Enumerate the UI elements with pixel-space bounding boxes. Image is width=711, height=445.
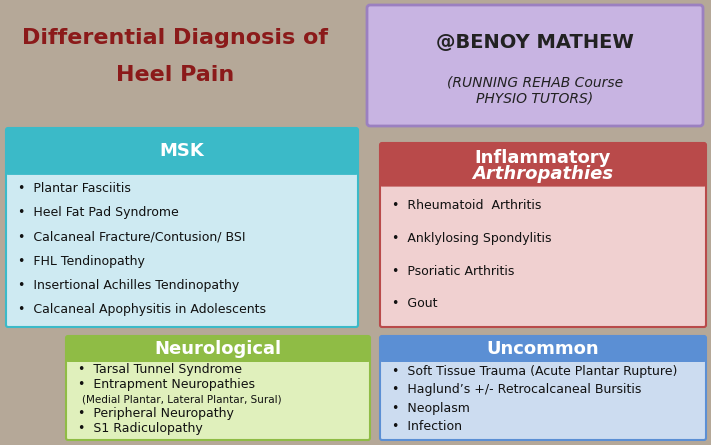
Text: •  Gout: • Gout xyxy=(392,297,437,310)
Text: Uncommon: Uncommon xyxy=(487,340,599,358)
Text: •  Plantar Fasciitis: • Plantar Fasciitis xyxy=(18,182,131,195)
FancyBboxPatch shape xyxy=(380,143,706,186)
Text: (RUNNING REHAB Course
PHYSIO TUTORS): (RUNNING REHAB Course PHYSIO TUTORS) xyxy=(447,76,623,106)
Text: •  Peripheral Neuropathy: • Peripheral Neuropathy xyxy=(78,407,234,420)
Text: Heel Pain: Heel Pain xyxy=(116,65,234,85)
Text: MSK: MSK xyxy=(160,142,204,161)
Text: •  Infection: • Infection xyxy=(392,420,462,433)
Text: •  FHL Tendinopathy: • FHL Tendinopathy xyxy=(18,255,145,267)
FancyBboxPatch shape xyxy=(380,336,706,362)
Text: Inflammatory: Inflammatory xyxy=(475,149,611,167)
Text: •  Psoriatic Arthritis: • Psoriatic Arthritis xyxy=(392,265,514,278)
Text: @BENOY MATHEW: @BENOY MATHEW xyxy=(436,33,634,52)
Text: •  Rheumatoid  Arthritis: • Rheumatoid Arthritis xyxy=(392,199,541,212)
FancyBboxPatch shape xyxy=(380,336,706,440)
FancyBboxPatch shape xyxy=(380,143,706,327)
Text: •  Heel Fat Pad Syndrome: • Heel Fat Pad Syndrome xyxy=(18,206,178,219)
Text: •  Calcaneal Fracture/Contusion/ BSI: • Calcaneal Fracture/Contusion/ BSI xyxy=(18,231,245,243)
FancyBboxPatch shape xyxy=(66,336,370,362)
FancyBboxPatch shape xyxy=(6,128,358,175)
Text: (Medial Plantar, Lateral Plantar, Sural): (Medial Plantar, Lateral Plantar, Sural) xyxy=(82,394,282,404)
FancyBboxPatch shape xyxy=(6,128,358,327)
Text: •  Neoplasm: • Neoplasm xyxy=(392,401,470,415)
Text: Differential Diagnosis of: Differential Diagnosis of xyxy=(22,28,328,48)
Text: •  Entrapment Neuropathies: • Entrapment Neuropathies xyxy=(78,378,255,391)
FancyBboxPatch shape xyxy=(66,336,370,440)
Text: •  Insertional Achilles Tendinopathy: • Insertional Achilles Tendinopathy xyxy=(18,279,239,291)
Text: Neurological: Neurological xyxy=(154,340,282,358)
FancyBboxPatch shape xyxy=(367,5,703,126)
Text: •  Haglund’s +/- Retrocalcaneal Bursitis: • Haglund’s +/- Retrocalcaneal Bursitis xyxy=(392,384,641,396)
Text: •  S1 Radiculopathy: • S1 Radiculopathy xyxy=(78,422,203,435)
Text: •  Calcaneal Apophysitis in Adolescents: • Calcaneal Apophysitis in Adolescents xyxy=(18,303,266,316)
Text: •  Tarsal Tunnel Syndrome: • Tarsal Tunnel Syndrome xyxy=(78,363,242,376)
Text: •  Anklylosing Spondylitis: • Anklylosing Spondylitis xyxy=(392,232,552,245)
Text: Arthropathies: Arthropathies xyxy=(472,165,614,182)
Text: •  Soft Tissue Trauma (Acute Plantar Rupture): • Soft Tissue Trauma (Acute Plantar Rupt… xyxy=(392,365,678,378)
